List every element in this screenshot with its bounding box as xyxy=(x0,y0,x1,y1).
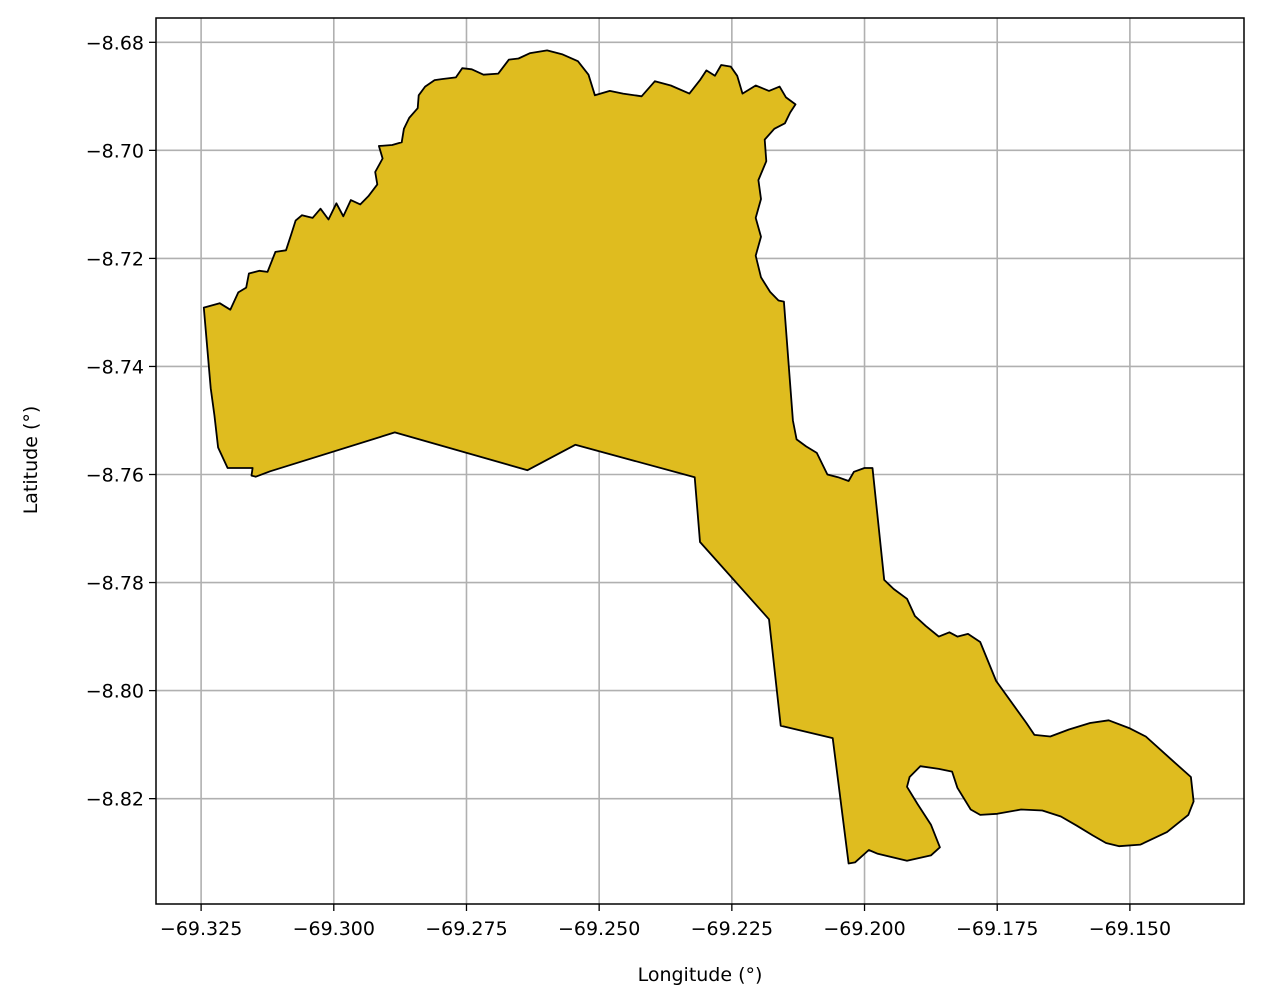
x-tick-label: −69.250 xyxy=(558,918,640,940)
y-tick-label: −8.80 xyxy=(86,681,144,703)
y-tick-label: −8.72 xyxy=(86,248,144,270)
region-polygon xyxy=(202,49,1195,865)
x-tick-label: −69.150 xyxy=(1089,918,1171,940)
x-tick-label: −69.200 xyxy=(823,918,905,940)
y-tick-label: −8.82 xyxy=(86,789,144,811)
y-axis-ticks: −8.68 −8.70 −8.72 −8.74 −8.76 −8.78 −8.80 −8.82 xyxy=(86,32,156,811)
y-tick-label: −8.76 xyxy=(86,465,144,487)
map-region-layer xyxy=(202,49,1195,865)
y-axis-title: Latitude (°) xyxy=(20,406,42,515)
x-tick-label: −69.275 xyxy=(425,918,507,940)
x-axis-title: Longitude (°) xyxy=(638,964,763,986)
y-tick-label: −8.78 xyxy=(86,573,144,595)
x-tick-label: −69.300 xyxy=(293,918,375,940)
x-tick-label: −69.325 xyxy=(160,918,242,940)
y-tick-label: −8.68 xyxy=(86,32,144,54)
y-tick-label: −8.70 xyxy=(86,140,144,162)
y-tick-label: −8.74 xyxy=(86,356,144,378)
x-tick-label: −69.225 xyxy=(691,918,773,940)
x-tick-label: −69.175 xyxy=(956,918,1038,940)
axes-frame xyxy=(155,17,1245,905)
x-axis-ticks: −69.325 −69.300 −69.275 −69.250 −69.225 −69.2… xyxy=(160,904,1171,940)
